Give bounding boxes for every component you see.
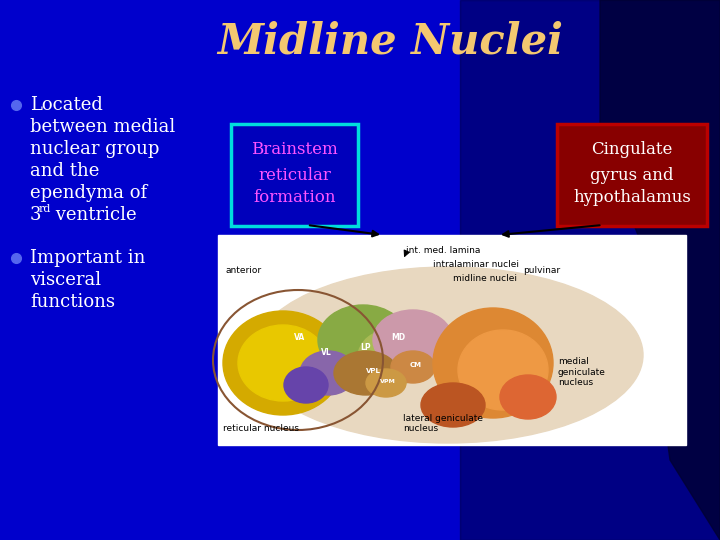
Text: ventricle: ventricle bbox=[50, 206, 137, 224]
Ellipse shape bbox=[223, 311, 343, 415]
Polygon shape bbox=[600, 0, 720, 540]
Text: ependyma of: ependyma of bbox=[30, 184, 147, 202]
Text: formation: formation bbox=[253, 190, 336, 206]
Text: rd: rd bbox=[39, 204, 51, 214]
Text: Important in: Important in bbox=[30, 249, 145, 267]
Text: VPL: VPL bbox=[366, 368, 380, 374]
Ellipse shape bbox=[334, 351, 398, 395]
Text: between medial: between medial bbox=[30, 118, 175, 136]
Ellipse shape bbox=[358, 329, 428, 385]
Text: hypothalamus: hypothalamus bbox=[573, 190, 691, 206]
Ellipse shape bbox=[373, 310, 453, 370]
Text: Located: Located bbox=[30, 96, 103, 114]
Ellipse shape bbox=[366, 369, 406, 397]
Text: nuclear group: nuclear group bbox=[30, 140, 159, 158]
Polygon shape bbox=[460, 0, 720, 540]
Text: gyrus and: gyrus and bbox=[590, 166, 674, 184]
Text: reticular nucleus: reticular nucleus bbox=[223, 424, 299, 433]
Text: Midline Nuclei: Midline Nuclei bbox=[217, 21, 563, 63]
Text: anterior: anterior bbox=[226, 266, 262, 275]
Ellipse shape bbox=[500, 375, 556, 419]
Text: functions: functions bbox=[30, 293, 115, 311]
Text: LP: LP bbox=[361, 343, 372, 352]
Text: visceral: visceral bbox=[30, 271, 101, 289]
Text: midline nuclei: midline nuclei bbox=[453, 274, 517, 283]
Ellipse shape bbox=[391, 351, 435, 383]
Ellipse shape bbox=[458, 330, 548, 410]
Text: and the: and the bbox=[30, 162, 99, 180]
Text: Brainstem: Brainstem bbox=[251, 141, 338, 159]
Text: VA: VA bbox=[294, 333, 305, 342]
Ellipse shape bbox=[433, 308, 553, 418]
Text: int. med. lamina: int. med. lamina bbox=[406, 246, 480, 255]
Ellipse shape bbox=[253, 267, 643, 443]
Text: CM: CM bbox=[410, 362, 422, 368]
Text: lateral geniculate
nucleus: lateral geniculate nucleus bbox=[403, 414, 483, 433]
Text: pulvinar: pulvinar bbox=[523, 266, 560, 275]
Text: reticular: reticular bbox=[258, 166, 331, 184]
FancyBboxPatch shape bbox=[557, 124, 707, 226]
Ellipse shape bbox=[421, 383, 485, 427]
Text: intralaminar nuclei: intralaminar nuclei bbox=[433, 260, 519, 269]
FancyBboxPatch shape bbox=[231, 124, 358, 226]
Text: medial
geniculate
nucleus: medial geniculate nucleus bbox=[558, 357, 606, 387]
Text: VL: VL bbox=[320, 348, 331, 357]
Text: Cingulate: Cingulate bbox=[591, 141, 672, 159]
Text: VPM: VPM bbox=[380, 379, 396, 384]
Bar bbox=[218, 235, 686, 445]
Ellipse shape bbox=[300, 351, 356, 395]
Ellipse shape bbox=[238, 325, 328, 401]
Ellipse shape bbox=[284, 367, 328, 403]
Text: 3: 3 bbox=[30, 206, 42, 224]
Text: MD: MD bbox=[391, 333, 405, 342]
Ellipse shape bbox=[318, 305, 408, 375]
